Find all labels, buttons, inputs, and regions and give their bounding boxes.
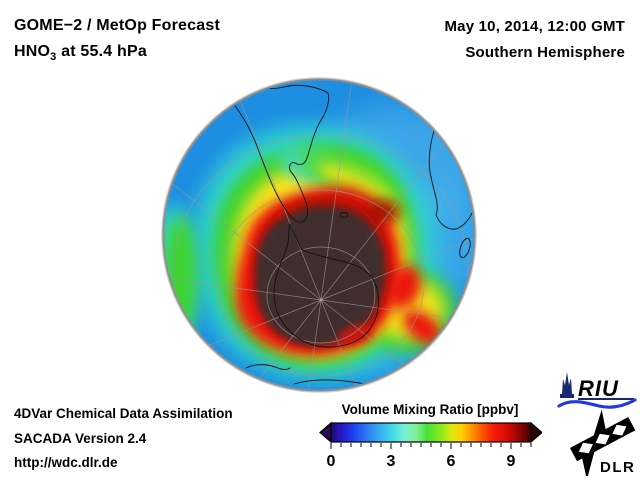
riu-wave-icon bbox=[557, 398, 637, 409]
colorbar-tick-label: 0 bbox=[327, 453, 336, 470]
coast-australia-1 bbox=[245, 364, 291, 370]
dlr-logo: DLR bbox=[569, 410, 636, 476]
colorbar-gradient-bar bbox=[330, 422, 532, 443]
globe-outline-outer bbox=[161, 77, 477, 393]
colorbar-tick-label: 3 bbox=[387, 453, 396, 470]
colorbar-title: Volume Mixing Ratio [ppbv] bbox=[342, 402, 519, 417]
colorbar-arrow-left bbox=[319, 421, 332, 444]
coast-antarctica bbox=[273, 223, 380, 348]
globe-outline bbox=[162, 78, 476, 392]
hemisphere-label: Southern Hemisphere bbox=[465, 44, 625, 61]
hemisphere-map bbox=[161, 77, 477, 393]
version-label: SACADA Version 2.4 bbox=[14, 430, 147, 446]
colorbar: Volume Mixing Ratio [ppbv] 0 3 6 9 bbox=[319, 402, 542, 470]
coast-south-america bbox=[211, 80, 330, 223]
dlr-logo-text: DLR bbox=[600, 459, 635, 476]
species-level-title: HNO3 at 55.4 hPa bbox=[14, 43, 147, 64]
instrument-title: GOME−2 / MetOp Forecast bbox=[14, 17, 220, 34]
field-red-notch bbox=[338, 325, 372, 345]
datetime-block: May 10, 2014, 12:00 GMT Southern Hemisph… bbox=[444, 14, 625, 66]
colorbar-ticks bbox=[330, 443, 532, 449]
colorbar-arrow-right bbox=[530, 421, 542, 444]
colorbar-tick-label: 9 bbox=[507, 453, 516, 470]
plot-title-block: GOME−2 / MetOp Forecast HNO3 at 55.4 hPa bbox=[14, 13, 220, 70]
riu-underline bbox=[578, 398, 634, 400]
url-label: http://wdc.dlr.de bbox=[14, 455, 118, 470]
riu-logo-text: RIU bbox=[578, 376, 619, 401]
species-subscript: 3 bbox=[50, 51, 57, 64]
field-darkred-ne bbox=[364, 200, 400, 224]
coast-falklands bbox=[339, 212, 349, 218]
dlr-wing-icon bbox=[569, 410, 636, 476]
attribution-block: 4DVar Chemical Data Assimilation SACADA … bbox=[14, 402, 233, 476]
colorbar-tick-label: 6 bbox=[447, 453, 456, 470]
field-yellow-arm bbox=[317, 163, 391, 203]
riu-cathedral-icon bbox=[560, 372, 574, 398]
field-red-tongue-2 bbox=[403, 309, 441, 345]
datetime-label: May 10, 2014, 12:00 GMT bbox=[444, 18, 625, 35]
colorbar-tick-labels: 0 3 6 9 bbox=[327, 453, 516, 470]
coast-africa bbox=[428, 106, 475, 230]
riu-logo: RIU bbox=[557, 372, 637, 409]
field-red-tongue-1 bbox=[387, 265, 421, 309]
assimilation-label: 4DVar Chemical Data Assimilation bbox=[14, 406, 233, 421]
coast-madagascar bbox=[459, 237, 471, 259]
